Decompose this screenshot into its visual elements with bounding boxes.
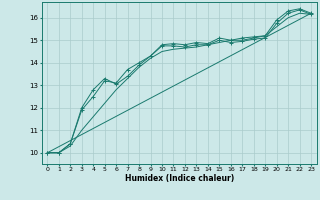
X-axis label: Humidex (Indice chaleur): Humidex (Indice chaleur) — [124, 174, 234, 183]
